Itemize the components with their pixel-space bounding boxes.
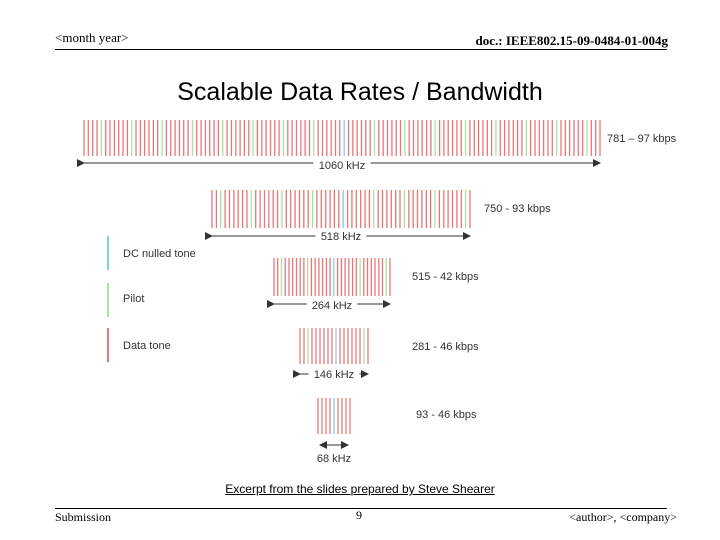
rate-label: 93 - 46 kbps [416,409,477,421]
band-1: 1060 kHz 781 – 97 kbps [77,120,677,172]
footer-author: <author>, <company> [569,510,677,524]
rate-label: 281 - 46 kbps [412,341,479,353]
legend-item: Pilot [107,283,144,317]
footer-submission: Submission [55,510,112,524]
rate-label: 750 - 93 kbps [484,203,551,215]
rate-label: 515 - 42 kbps [412,271,479,283]
legend-label: DC nulled tone [123,248,196,260]
legend-item: DC nulled tone [107,236,196,270]
band-4: 146 kHz 281 - 46 kbps [293,328,479,381]
slide-title: Scalable Data Rates / Bandwidth [177,78,543,106]
header-doc-id: doc.: IEEE802.15-09-0484-01-004g [475,33,668,48]
legend-label: Pilot [123,293,144,305]
band-2: 518 kHz 750 - 93 kbps [205,190,551,243]
bandwidth-label: 1060 kHz [319,160,365,172]
band-5: 68 kHz 93 - 46 kbps [317,398,477,465]
bandwidth-label: 146 kHz [314,369,354,381]
source-caption: Excerpt from the slides prepared by Stev… [225,482,495,496]
footer-page-number: 9 [356,508,362,522]
legend-item: Data tone [107,328,171,362]
header-rule [55,49,667,50]
legend-label: Data tone [123,340,171,352]
band-3: 264 kHz 515 - 42 kbps [267,258,479,312]
footer-rule [55,508,667,509]
bandwidth-label: 264 kHz [312,300,352,312]
header-date: <month year> [55,30,129,45]
rate-label: 781 – 97 kbps [607,133,677,145]
bandwidth-label: 518 kHz [321,231,361,243]
bandwidth-label: 68 kHz [317,453,351,465]
